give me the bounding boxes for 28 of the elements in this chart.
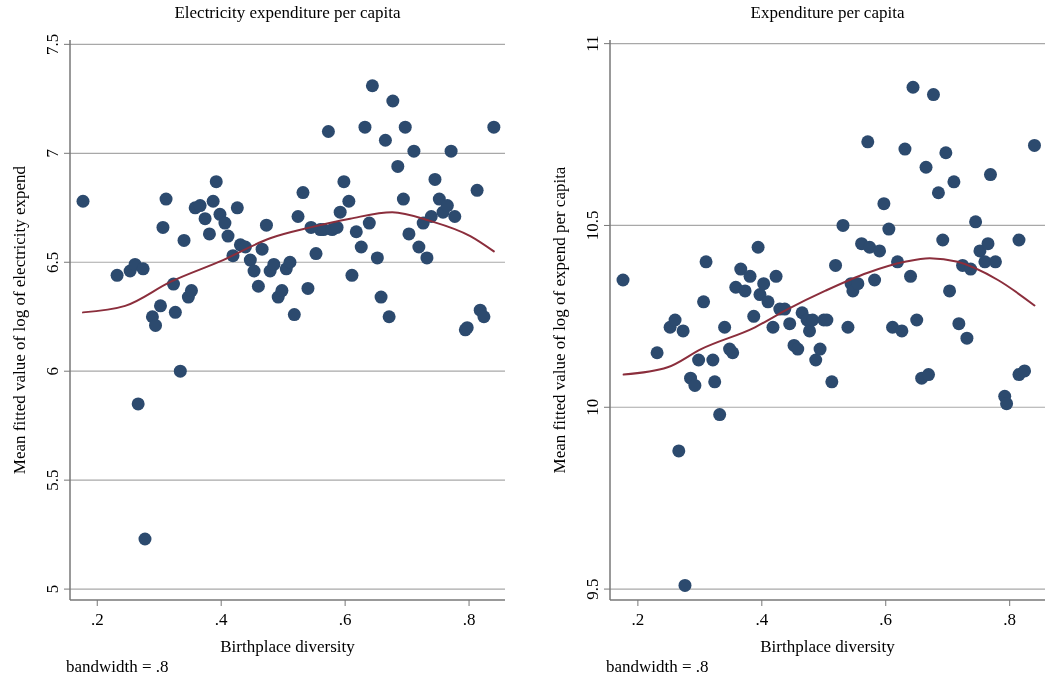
y-tick-label: 10.5 (583, 210, 602, 241)
x-tick-label: .2 (631, 610, 645, 629)
y-tick-label: 11 (583, 35, 602, 52)
y-tick-label: 6.5 (43, 251, 62, 273)
x-axis-title: Birthplace diversity (760, 637, 896, 656)
y-tick-label: 9.5 (583, 578, 602, 600)
text: bandwidth = .8 (66, 657, 169, 676)
chart-title: Expenditure per capita (750, 3, 905, 22)
y-tick-label: 10 (583, 398, 602, 416)
x-tick-label: .6 (879, 610, 893, 629)
y-axis-title: Mean fitted value of log of electricity expend (10, 165, 29, 475)
x-tick-label: .8 (1003, 610, 1017, 629)
line-series (622, 257, 1036, 376)
y-tick-label: 5.5 (43, 469, 62, 491)
text: bandwidth = .8 (606, 657, 709, 676)
y-tick-label: 7 (43, 148, 62, 158)
chart-title: Electricity expenditure per capita (174, 3, 401, 22)
y-tick-label: 6 (43, 366, 62, 376)
y-axis-title: Mean fitted value of log of expend per capita (550, 166, 569, 474)
x-axis-title: Birthplace diversity (220, 637, 356, 656)
x-tick-label: .4 (214, 610, 229, 629)
x-tick-label: .2 (90, 610, 104, 629)
y-tick-label: 5 (43, 584, 62, 594)
line-series (82, 211, 495, 314)
x-tick-label: .4 (755, 610, 769, 629)
x-tick-label: .6 (338, 610, 352, 629)
y-tick-label: 7.5 (43, 33, 62, 55)
x-tick-label: .8 (462, 610, 476, 629)
